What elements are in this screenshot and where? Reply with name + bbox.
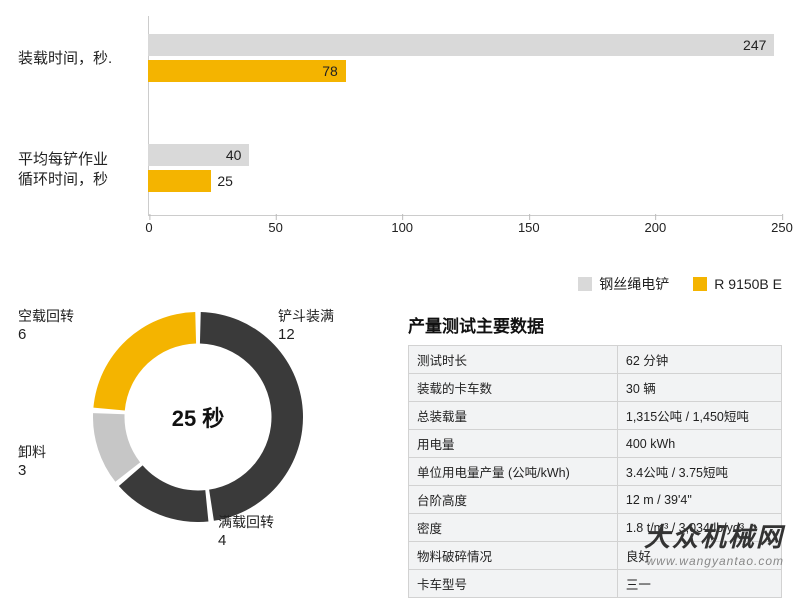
donut-label-bucket_full: 铲斗装满12 (278, 306, 334, 343)
table-row: 台阶高度12 m / 39'4" (409, 486, 782, 514)
bar-group-label: 平均每铲作业循环时间，秒 (18, 150, 148, 189)
bar (148, 34, 774, 56)
x-tick: 150 (518, 220, 540, 235)
donut-label-empty_swing: 空载回转6 (18, 306, 74, 343)
x-tick: 200 (645, 220, 667, 235)
legend-label: 钢丝绳电铲 (599, 274, 669, 294)
legend-swatch (578, 277, 592, 291)
watermark-sub: www.wangyantao.com (644, 554, 784, 568)
x-tick: 50 (268, 220, 282, 235)
table-cell: 单位用电量产量 (公吨/kWh) (409, 458, 618, 486)
donut-chart: 25 秒 铲斗装满12满载回转4卸料3空载回转6 (18, 312, 378, 598)
x-tick: 100 (391, 220, 413, 235)
legend-item: R 9150B E (693, 274, 782, 294)
x-tick: 250 (771, 220, 793, 235)
watermark: 大众机械网 www.wangyantao.com (644, 517, 784, 568)
table-cell: 1,315公吨 / 1,450短吨 (617, 402, 781, 430)
table-row: 总装载量1,315公吨 / 1,450短吨 (409, 402, 782, 430)
table-cell: 用电量 (409, 430, 618, 458)
table-row: 用电量400 kWh (409, 430, 782, 458)
bar-chart-plot: 050100150200250 247784025 (148, 16, 782, 246)
table-cell: 30 辆 (617, 374, 781, 402)
table-cell: 测试时长 (409, 346, 618, 374)
legend-label: R 9150B E (714, 276, 782, 292)
table-cell: 密度 (409, 514, 618, 542)
donut-label-dump: 卸料3 (18, 442, 46, 479)
legend-item: 钢丝绳电铲 (578, 274, 669, 294)
donut-ring: 25 秒 (93, 312, 303, 522)
table-cell: 台阶高度 (409, 486, 618, 514)
bar-chart-bars: 247 78 40 25 (148, 16, 782, 216)
table-cell: 总装载量 (409, 402, 618, 430)
legend-swatch (693, 277, 707, 291)
bar-value: 78 (322, 63, 338, 79)
bar-group-label: 装载时间，秒. (18, 49, 148, 69)
bar-value: 25 (217, 173, 233, 189)
donut-label-loaded_swing: 满载回转4 (218, 512, 274, 549)
table-cell: 400 kWh (617, 430, 781, 458)
table-title: 产量测试主要数据 (408, 312, 782, 337)
bar-chart-labels: 装载时间，秒. 平均每铲作业循环时间，秒 (18, 16, 148, 246)
bar-chart: 装载时间，秒.平均每铲作业循环时间，秒 050100150200250 2477… (18, 16, 782, 246)
table-cell: 62 分钟 (617, 346, 781, 374)
table-row: 单位用电量产量 (公吨/kWh)3.4公吨 / 3.75短吨 (409, 458, 782, 486)
bar-chart-legend: 钢丝绳电铲 R 9150B E (18, 274, 782, 294)
table-cell: 12 m / 39'4" (617, 486, 781, 514)
bar (148, 170, 211, 192)
table-cell: 装载的卡车数 (409, 374, 618, 402)
table-row: 装载的卡车数30 辆 (409, 374, 782, 402)
table-cell: 物料破碎情况 (409, 542, 618, 570)
bar-value: 40 (226, 147, 242, 163)
bar-value: 247 (743, 37, 766, 53)
watermark-main: 大众机械网 (644, 517, 784, 554)
x-tick: 0 (145, 220, 152, 235)
bar (148, 60, 346, 82)
table-row: 测试时长62 分钟 (409, 346, 782, 374)
table-cell: 3.4公吨 / 3.75短吨 (617, 458, 781, 486)
donut-center-text: 25 秒 (93, 312, 303, 522)
